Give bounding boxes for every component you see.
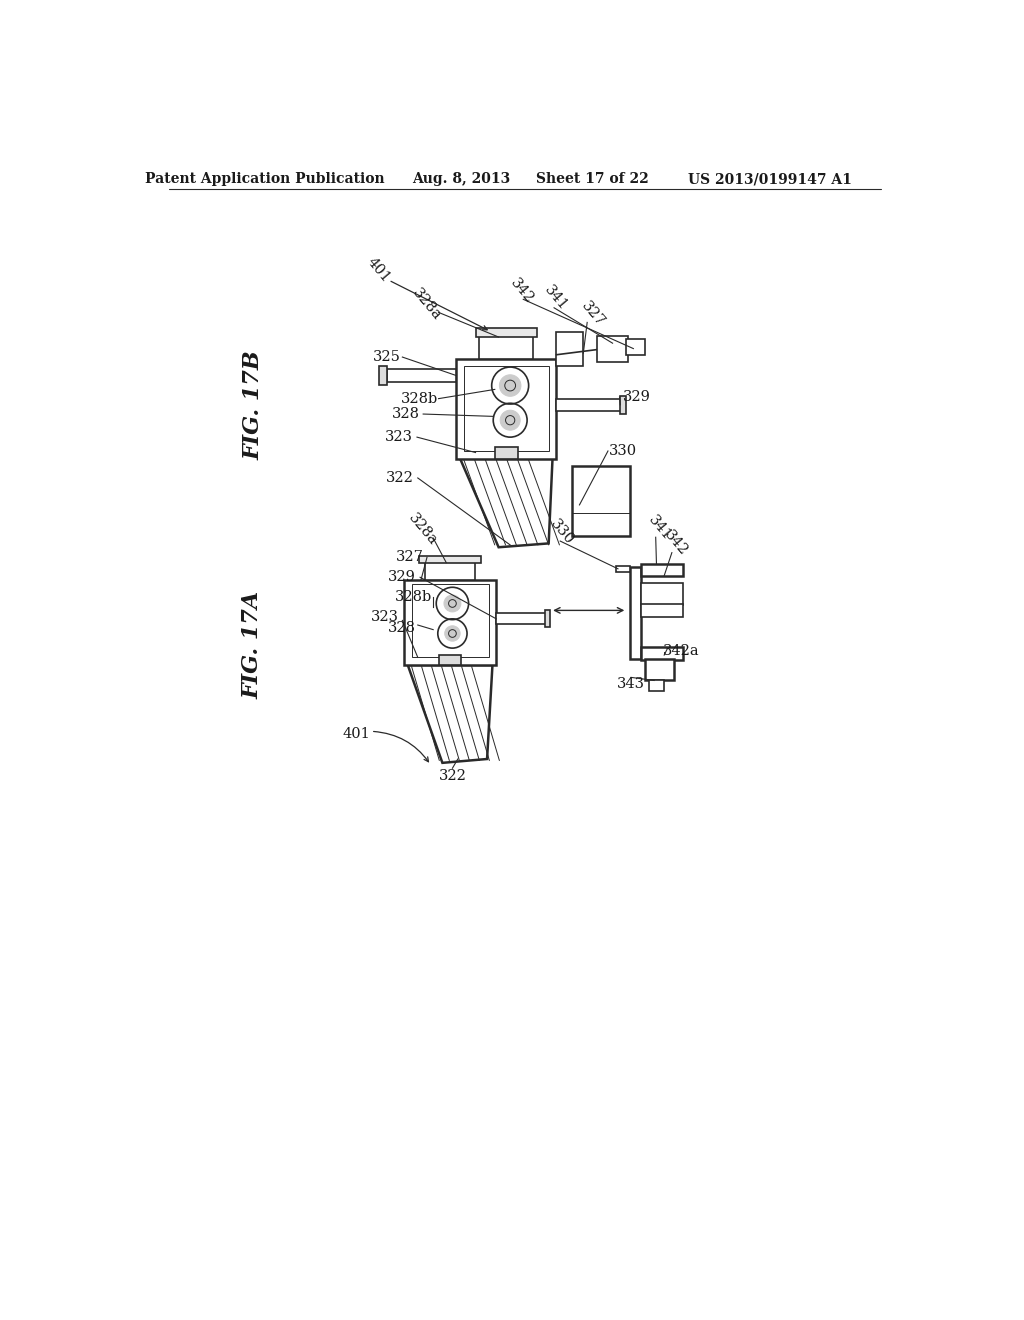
Text: 343: 343 bbox=[617, 677, 645, 690]
Bar bbox=[464, 366, 549, 451]
Text: 325: 325 bbox=[373, 350, 401, 364]
Text: 328b: 328b bbox=[395, 590, 432, 605]
Circle shape bbox=[444, 595, 461, 612]
Text: 328: 328 bbox=[388, 622, 416, 635]
Bar bbox=[379, 367, 387, 385]
Circle shape bbox=[500, 375, 521, 396]
Bar bbox=[641, 605, 683, 616]
Text: 327: 327 bbox=[396, 550, 424, 564]
FancyArrowPatch shape bbox=[374, 731, 428, 762]
Bar bbox=[495, 447, 518, 459]
Text: 328: 328 bbox=[392, 407, 420, 421]
Bar bbox=[641, 647, 683, 660]
Bar bbox=[615, 566, 630, 572]
Polygon shape bbox=[408, 665, 493, 763]
Bar bbox=[403, 581, 497, 665]
Text: FIG. 17B: FIG. 17B bbox=[243, 350, 265, 459]
Text: 328a: 328a bbox=[406, 511, 440, 548]
Bar bbox=[479, 335, 534, 359]
Text: 322: 322 bbox=[438, 770, 466, 783]
Bar bbox=[649, 680, 665, 692]
Text: FIG. 17A: FIG. 17A bbox=[242, 591, 263, 700]
Circle shape bbox=[444, 626, 460, 642]
Text: 328b: 328b bbox=[400, 392, 438, 405]
Bar bbox=[457, 359, 556, 459]
Text: 342: 342 bbox=[662, 528, 690, 558]
Text: Sheet 17 of 22: Sheet 17 of 22 bbox=[537, 172, 649, 186]
Polygon shape bbox=[460, 459, 553, 548]
Text: 342: 342 bbox=[508, 276, 536, 306]
Bar bbox=[419, 556, 481, 564]
Bar bbox=[439, 655, 461, 665]
Text: 330: 330 bbox=[609, 444, 637, 458]
Bar bbox=[556, 399, 622, 411]
Text: 329: 329 bbox=[624, 391, 651, 404]
Text: Aug. 8, 2013: Aug. 8, 2013 bbox=[413, 172, 511, 186]
Bar bbox=[597, 335, 628, 363]
Text: 329: 329 bbox=[388, 570, 416, 585]
Bar bbox=[641, 583, 683, 605]
Bar bbox=[641, 564, 683, 576]
Text: 323: 323 bbox=[385, 430, 413, 444]
Text: 401: 401 bbox=[342, 727, 370, 742]
Circle shape bbox=[500, 411, 520, 430]
Text: 341: 341 bbox=[646, 513, 675, 543]
Text: 342a: 342a bbox=[663, 644, 699, 659]
Text: 330: 330 bbox=[548, 516, 577, 546]
Text: 327: 327 bbox=[579, 298, 607, 329]
Bar bbox=[475, 327, 538, 337]
Text: 323: 323 bbox=[371, 610, 398, 624]
Bar bbox=[645, 659, 674, 681]
Text: 341: 341 bbox=[542, 284, 570, 314]
Bar bbox=[387, 370, 457, 381]
Bar bbox=[545, 610, 550, 627]
Bar bbox=[621, 396, 627, 414]
Text: 328a: 328a bbox=[410, 286, 444, 323]
Text: Patent Application Publication: Patent Application Publication bbox=[145, 172, 385, 186]
Bar bbox=[412, 585, 488, 657]
Text: 401: 401 bbox=[365, 255, 393, 285]
Bar bbox=[571, 466, 630, 536]
Bar bbox=[626, 339, 645, 355]
Bar bbox=[556, 331, 584, 367]
Bar bbox=[630, 566, 641, 659]
Text: 322: 322 bbox=[386, 471, 414, 484]
Bar bbox=[425, 561, 475, 581]
Bar bbox=[497, 614, 547, 624]
Text: US 2013/0199147 A1: US 2013/0199147 A1 bbox=[688, 172, 852, 186]
